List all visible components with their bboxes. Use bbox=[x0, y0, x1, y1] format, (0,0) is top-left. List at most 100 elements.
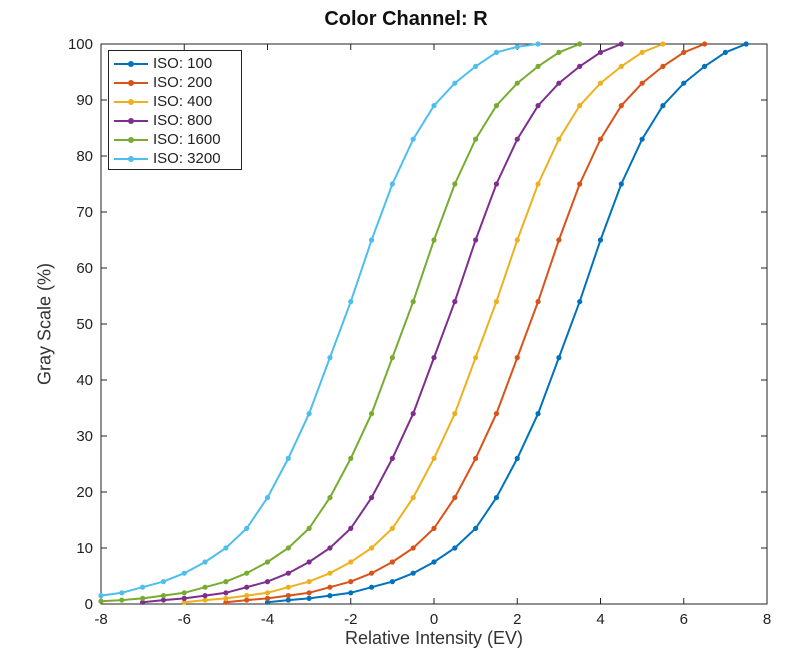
data-point bbox=[389, 455, 395, 461]
y-tick-label: 20 bbox=[76, 484, 93, 501]
data-point bbox=[368, 495, 375, 501]
data-point bbox=[410, 136, 416, 142]
legend-swatch bbox=[112, 149, 150, 168]
series-line bbox=[267, 43, 747, 604]
series-line bbox=[100, 43, 581, 603]
legend-item: ISO: 800 bbox=[109, 111, 241, 130]
legend-item: ISO: 400 bbox=[109, 92, 241, 111]
data-point bbox=[452, 299, 458, 305]
data-point bbox=[556, 237, 562, 243]
data-point bbox=[348, 559, 354, 565]
legend-item: ISO: 200 bbox=[109, 73, 241, 92]
legend-swatch bbox=[112, 111, 150, 130]
y-tick-label: 40 bbox=[76, 372, 93, 389]
data-point bbox=[285, 584, 291, 590]
y-tick-label: 100 bbox=[68, 36, 93, 53]
legend-swatch-marker bbox=[128, 80, 134, 86]
data-point bbox=[306, 590, 312, 596]
data-point bbox=[493, 299, 500, 305]
x-tick-label: 6 bbox=[680, 611, 688, 628]
data-point bbox=[681, 49, 687, 56]
data-point bbox=[306, 595, 312, 602]
data-point bbox=[264, 579, 271, 585]
data-point bbox=[327, 584, 333, 590]
data-point bbox=[410, 570, 416, 576]
data-point bbox=[389, 355, 395, 361]
data-point bbox=[493, 49, 500, 56]
data-point bbox=[514, 80, 520, 86]
data-point bbox=[306, 525, 312, 532]
data-point bbox=[473, 355, 479, 361]
legend-item: ISO: 1600 bbox=[109, 130, 241, 149]
data-point bbox=[327, 545, 333, 551]
y-tick-label: 90 bbox=[76, 92, 93, 109]
data-point bbox=[368, 570, 375, 576]
legend-swatch bbox=[112, 73, 150, 92]
data-point bbox=[431, 559, 437, 565]
data-point bbox=[202, 559, 208, 565]
data-point bbox=[473, 63, 479, 69]
data-point bbox=[223, 595, 229, 602]
data-point bbox=[327, 593, 333, 599]
legend-swatch-marker bbox=[128, 99, 134, 105]
data-point bbox=[119, 590, 125, 596]
x-tick-label: 2 bbox=[513, 611, 521, 628]
data-point bbox=[306, 579, 312, 585]
data-point bbox=[618, 41, 624, 47]
data-point bbox=[618, 63, 624, 69]
data-point bbox=[493, 495, 500, 501]
data-point bbox=[639, 49, 645, 56]
data-point bbox=[327, 495, 333, 501]
data-point bbox=[160, 597, 167, 603]
data-point bbox=[743, 41, 749, 47]
data-point bbox=[140, 595, 146, 602]
data-point bbox=[140, 584, 146, 590]
series-line bbox=[225, 43, 705, 604]
data-point bbox=[389, 559, 395, 565]
x-tick-label: -4 bbox=[261, 611, 274, 628]
y-tick-label: 10 bbox=[76, 540, 93, 557]
series-line bbox=[142, 43, 622, 604]
data-point bbox=[160, 579, 167, 585]
data-point bbox=[285, 455, 291, 461]
x-tick-label: 8 bbox=[763, 611, 771, 628]
data-point bbox=[223, 579, 229, 585]
data-point bbox=[160, 593, 167, 599]
data-point bbox=[535, 41, 541, 47]
data-point bbox=[368, 237, 375, 243]
data-point bbox=[244, 570, 250, 576]
legend-swatch bbox=[112, 130, 150, 149]
data-point bbox=[368, 545, 375, 551]
x-tick-label: -6 bbox=[178, 611, 191, 628]
data-point bbox=[535, 299, 541, 305]
data-point bbox=[264, 495, 271, 501]
y-tick-label: 0 bbox=[85, 596, 93, 613]
data-point bbox=[514, 355, 520, 361]
x-tick-label: 0 bbox=[430, 611, 438, 628]
data-point bbox=[577, 299, 583, 305]
data-point bbox=[348, 579, 354, 585]
data-point bbox=[514, 237, 520, 243]
data-point bbox=[264, 595, 271, 602]
data-point bbox=[431, 455, 437, 461]
legend-swatch-marker bbox=[128, 137, 134, 143]
data-point bbox=[264, 559, 271, 565]
data-point bbox=[348, 455, 354, 461]
data-point bbox=[119, 597, 125, 603]
series-line bbox=[100, 43, 539, 597]
data-point bbox=[660, 103, 666, 109]
data-point bbox=[556, 49, 562, 56]
data-point bbox=[264, 599, 271, 605]
data-point bbox=[535, 411, 541, 417]
data-point bbox=[577, 41, 583, 47]
data-point bbox=[639, 80, 645, 86]
legend-item: ISO: 3200 bbox=[109, 149, 241, 168]
legend-label: ISO: 200 bbox=[153, 74, 213, 91]
data-point bbox=[410, 411, 416, 417]
x-tick-label: -8 bbox=[94, 611, 107, 628]
data-point bbox=[535, 181, 541, 187]
data-point bbox=[181, 595, 187, 602]
data-point bbox=[493, 181, 500, 187]
data-point bbox=[431, 355, 437, 361]
